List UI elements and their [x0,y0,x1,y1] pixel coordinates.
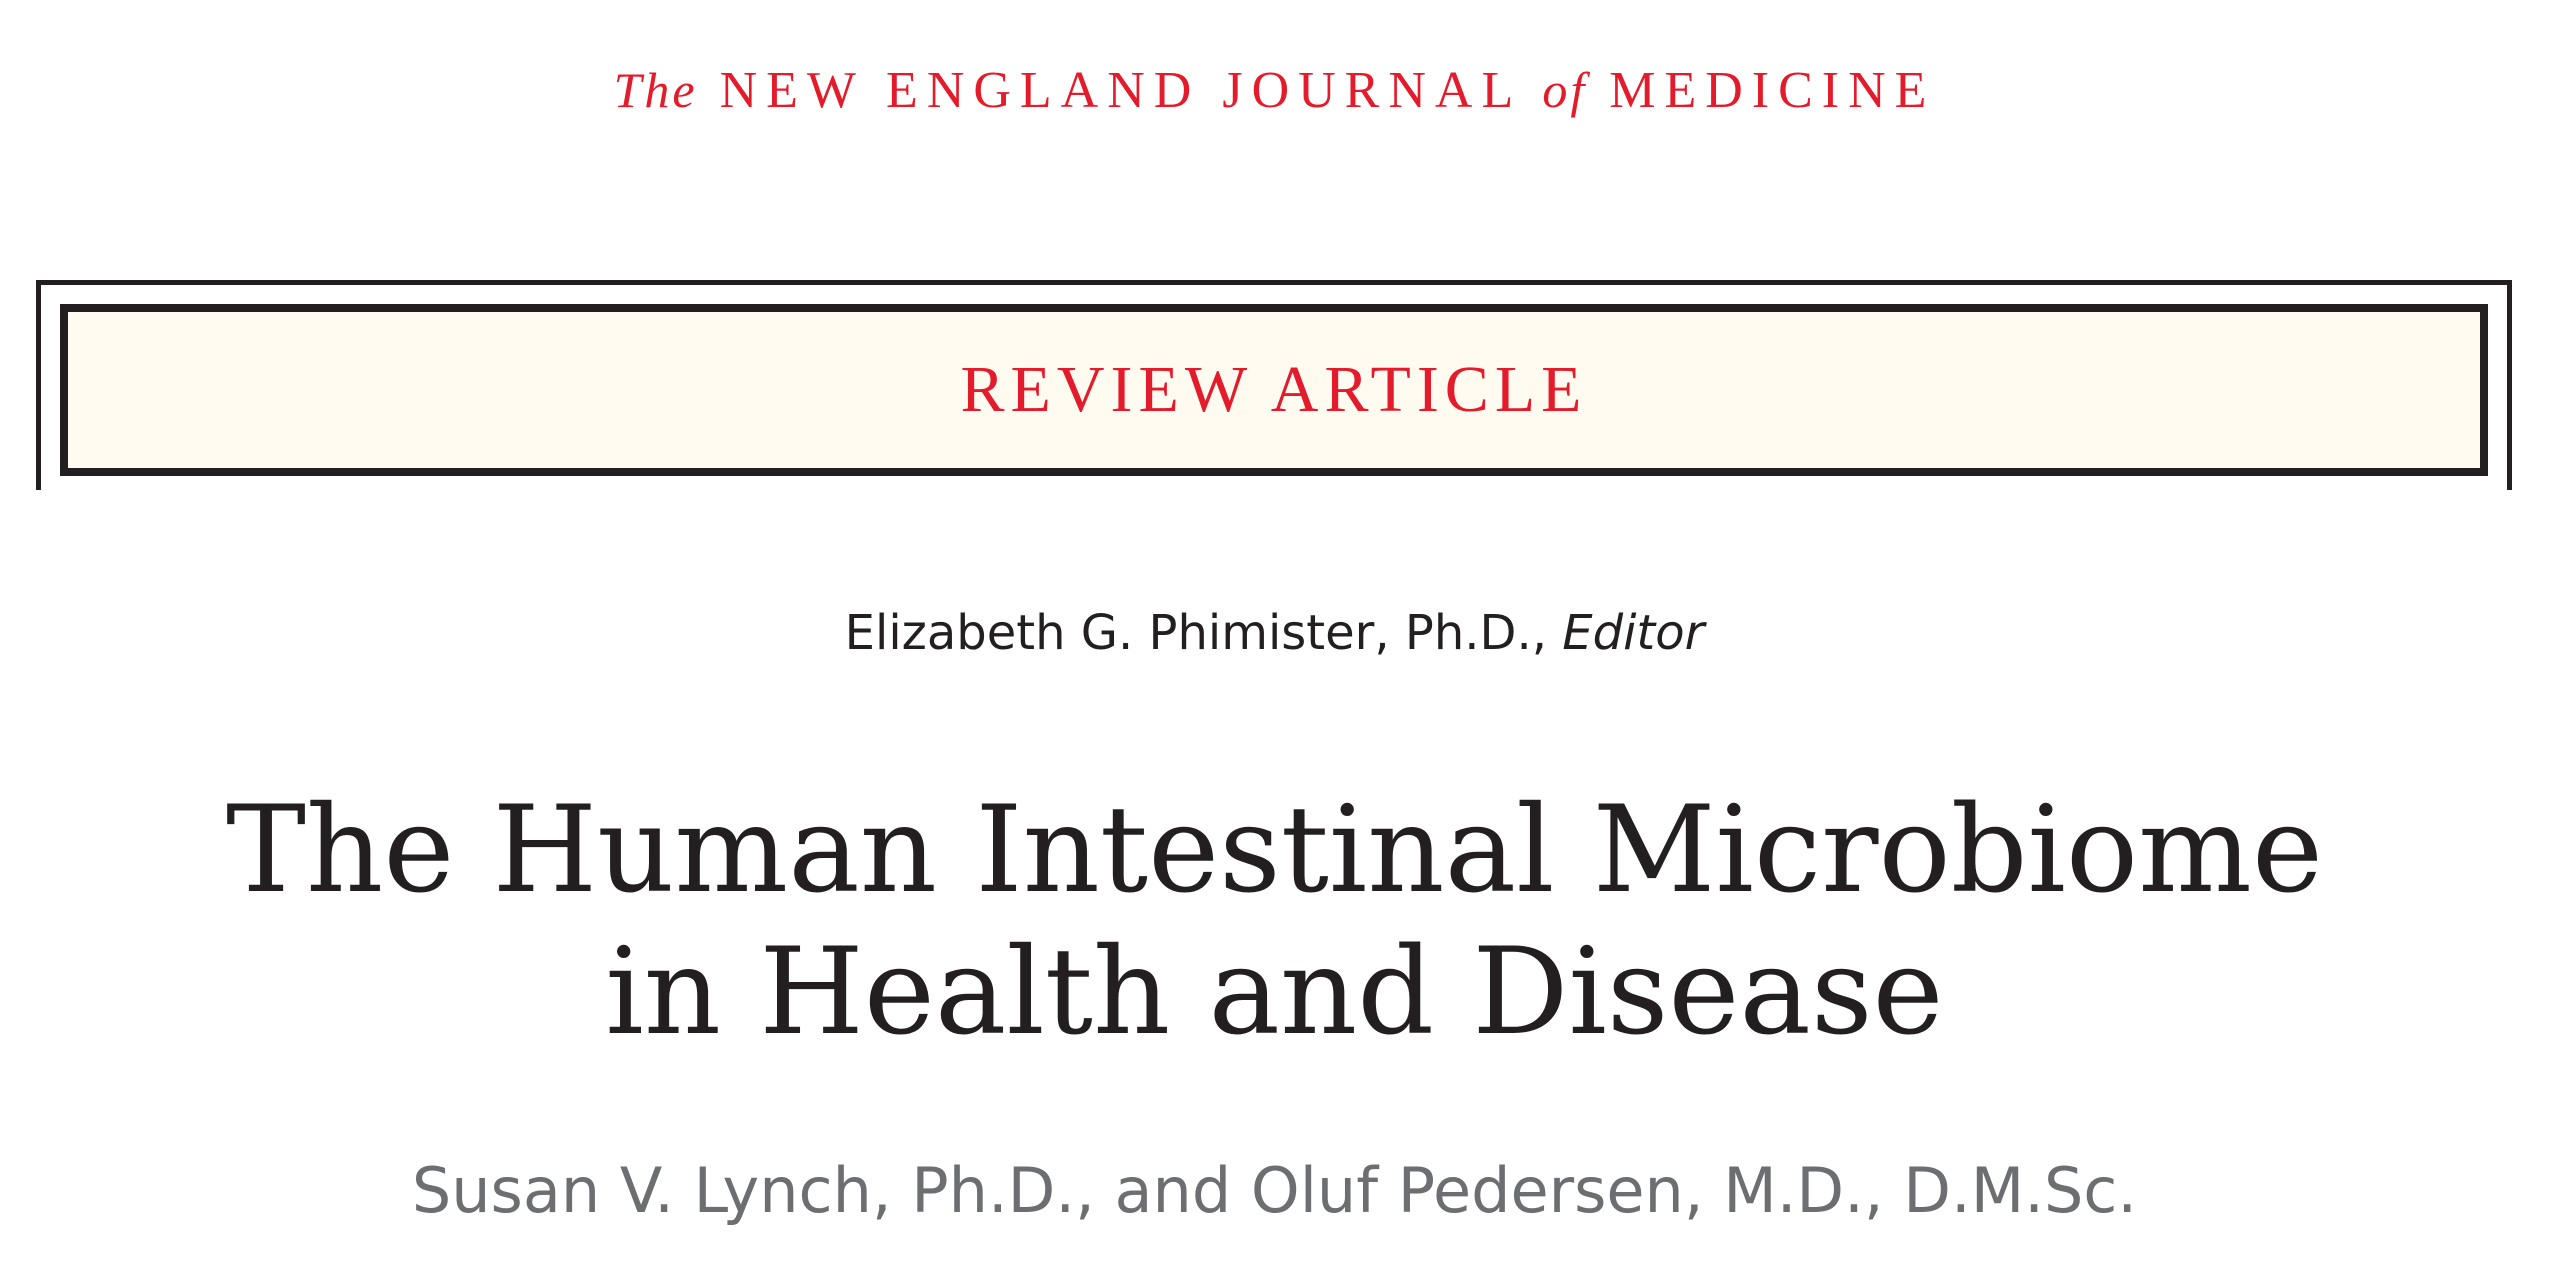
masthead-name-b: MEDICINE [1609,62,1936,119]
banner-frame [36,280,2512,490]
article-title-line-1: The Human Intestinal Microbiome [226,781,2323,920]
article-type-label: REVIEW ARTICLE [960,353,1588,426]
masthead-name-a: NEW ENGLAND JOURNAL [719,62,1521,119]
editor-credit: Elizabeth G. Phimister, Ph.D., Editor [0,603,2549,663]
article-title: The Human Intestinal Microbiome in Healt… [0,780,2549,1064]
article-type-banner: REVIEW ARTICLE [60,304,2488,476]
editor-role: Editor [1562,605,1705,661]
editor-name: Elizabeth G. Phimister, Ph.D., [844,605,1563,661]
masthead-the: The [613,62,698,118]
journal-masthead: The NEW ENGLAND JOURNAL of MEDICINE [0,60,2549,121]
article-authors: Susan V. Lynch, Ph.D., and Oluf Pedersen… [411,1154,2138,1227]
article-title-line-2: in Health and Disease [605,923,1944,1062]
masthead-of: of [1542,62,1588,118]
